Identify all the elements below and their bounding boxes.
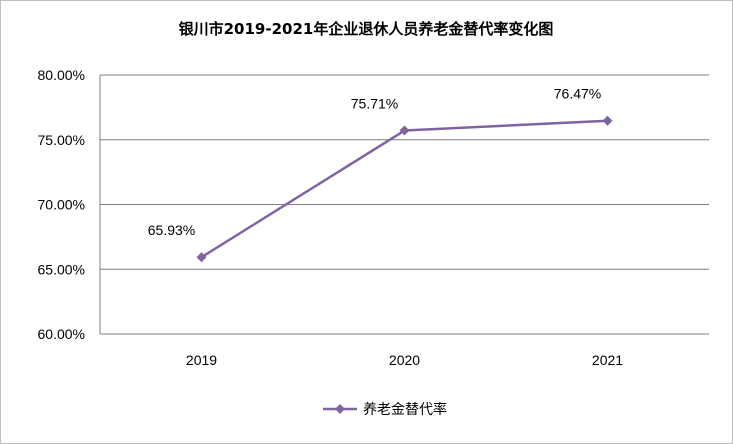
data-point-marker xyxy=(399,125,410,136)
data-label: 76.47% xyxy=(554,86,601,102)
y-tick-label: 60.00% xyxy=(38,326,85,342)
gridlines xyxy=(100,74,709,335)
legend-label: 养老金替代率 xyxy=(363,401,447,418)
x-tick-label: 2020 xyxy=(389,352,420,368)
legend: 养老金替代率 xyxy=(323,401,447,418)
x-tick-label: 2019 xyxy=(186,352,217,368)
data-label: 75.71% xyxy=(351,96,398,112)
x-axis-tick-labels: 2019 2020 2021 xyxy=(186,352,623,368)
x-tick-label: 2021 xyxy=(592,352,623,368)
y-tick-label: 65.00% xyxy=(38,261,85,277)
y-tick-label: 80.00% xyxy=(38,67,85,83)
legend-diamond-marker xyxy=(335,404,345,414)
data-labels: 65.93% 75.71% 76.47% xyxy=(148,86,601,238)
data-point-marker xyxy=(602,115,613,126)
y-tick-label: 70.00% xyxy=(38,197,85,213)
series-line xyxy=(200,119,608,259)
chart-title: 银川市2019-2021年企业退休人员养老金替代率变化图 xyxy=(179,20,554,38)
data-label: 65.93% xyxy=(148,222,195,238)
series-line-group xyxy=(196,115,613,263)
data-point-marker xyxy=(196,252,207,263)
y-axis-tick-labels: 60.00% 65.00% 70.00% 75.00% 80.00% xyxy=(38,67,85,342)
y-tick-label: 75.00% xyxy=(38,132,85,148)
